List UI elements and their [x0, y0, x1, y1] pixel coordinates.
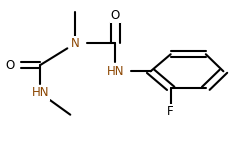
Text: O: O — [6, 59, 15, 72]
Text: HN: HN — [106, 65, 124, 78]
Text: F: F — [167, 105, 173, 118]
Text: HN: HN — [31, 86, 49, 100]
Text: N: N — [71, 37, 79, 50]
Text: O: O — [110, 9, 120, 22]
